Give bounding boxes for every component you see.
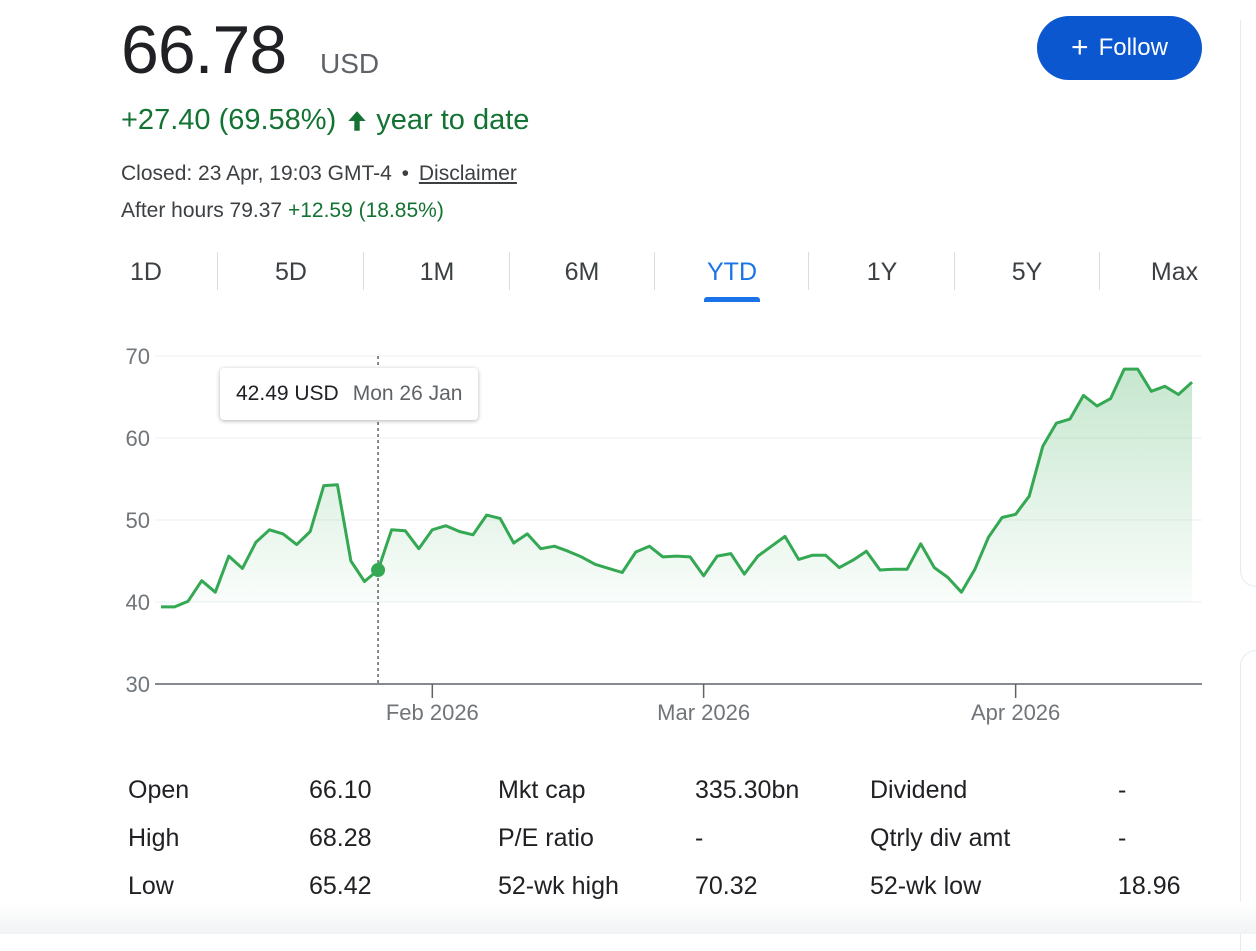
tab-divider [1099,252,1100,290]
stat-value-low: 65.42 [309,872,372,900]
stat-label-low: Low [128,872,174,900]
after-hours: After hours 79.37 +12.59 (18.85%) [121,199,444,223]
stat-value-dividend: - [1118,776,1127,804]
hover-point [371,563,386,578]
x-tick-label: Feb 2026 [386,700,479,725]
change-value: +27.40 (69.58%) [121,104,337,136]
market-status: Closed: 23 Apr, 19:03 GMT-4 • Disclaimer [121,162,517,186]
separator-dot: • [401,162,410,185]
price-area [161,369,1192,607]
closed-time: Closed: 23 Apr, 19:03 GMT-4 [121,162,392,185]
tab-divider [654,252,655,290]
side-panel-edge [1240,20,1256,587]
tab-divider [363,252,364,290]
stat-value-52wk-high: 70.32 [695,872,758,900]
page-bottom-fade [0,902,1256,934]
y-tick-40: 40 [126,590,150,615]
tooltip-price: 42.49 USD [236,382,339,405]
stat-value-52wk-low: 18.96 [1118,872,1181,900]
tab-5d[interactable]: 5D [275,258,307,286]
price-chart[interactable]: 70 60 50 40 30 Feb 2026 Mar 2026 Apr 2026 [0,330,1240,730]
tooltip-date: Mon 26 Jan [352,382,463,405]
stat-label-52wk-low: 52-wk low [870,872,982,900]
follow-label: Follow [1098,34,1168,61]
tab-ytd[interactable]: YTD [682,246,782,302]
stat-label-52wk-high: 52-wk high [498,872,619,900]
stats-row-low: Low 65.42 52-wk high 70.32 52-wk low 18.… [128,864,1208,912]
stat-value-qtrly-div: - [1118,824,1127,852]
key-stats: Open 66.10 Mkt cap 335.30bn Dividend - H… [128,768,1208,912]
stat-label-dividend: Dividend [870,776,968,804]
change-period: year to date [376,104,530,136]
y-tick-30: 30 [126,672,150,697]
tab-6m[interactable]: 6M [564,258,600,286]
stat-label-high: High [128,824,180,852]
tab-divider [954,252,955,290]
chart-tooltip: 42.49 USD Mon 26 Jan [220,368,479,420]
tab-max[interactable]: Max [1150,258,1199,286]
stats-row-high: High 68.28 P/E ratio - Qtrly div amt - [128,816,1208,864]
stat-value-open: 66.10 [309,776,372,804]
disclaimer-link[interactable]: Disclaimer [418,162,517,185]
y-tick-60: 60 [126,426,150,451]
stat-value-pe-ratio: - [695,824,704,852]
price-change: +27.40 (69.58%) year to date [121,104,529,137]
after-hours-change: +12.59 (18.85%) [287,199,444,222]
currency-label: USD [320,48,380,79]
y-tick-70: 70 [126,344,150,369]
tab-divider [509,252,510,290]
stat-label-open: Open [128,776,190,804]
tab-1m[interactable]: 1M [419,258,455,286]
tab-divider [808,252,809,290]
range-tabs: 1D 5D 1M 6M YTD 1Y 5Y Max [112,246,1212,302]
tab-divider [217,252,218,290]
after-hours-price: After hours 79.37 [121,199,283,222]
y-tick-50: 50 [126,508,150,533]
arrow-up-icon [348,110,366,131]
price-line [160,367,1194,609]
follow-button[interactable]: + Follow [1037,16,1202,80]
tab-1d[interactable]: 1D [130,258,162,286]
stat-value-high: 68.28 [309,824,372,852]
tab-1y[interactable]: 1Y [866,258,898,286]
stat-value-mkt-cap: 335.30bn [695,776,800,804]
stat-label-qtrly-div: Qtrly div amt [870,824,1011,852]
stat-label-mkt-cap: Mkt cap [498,776,586,804]
plus-icon: + [1071,31,1089,64]
tab-5y[interactable]: 5Y [1011,258,1043,286]
current-price: 66.78 [121,12,287,88]
x-tick-label: Mar 2026 [657,700,750,725]
stat-label-pe-ratio: P/E ratio [498,824,594,852]
stats-row-open: Open 66.10 Mkt cap 335.30bn Dividend - [128,768,1208,816]
x-tick-label: Apr 2026 [971,700,1060,725]
